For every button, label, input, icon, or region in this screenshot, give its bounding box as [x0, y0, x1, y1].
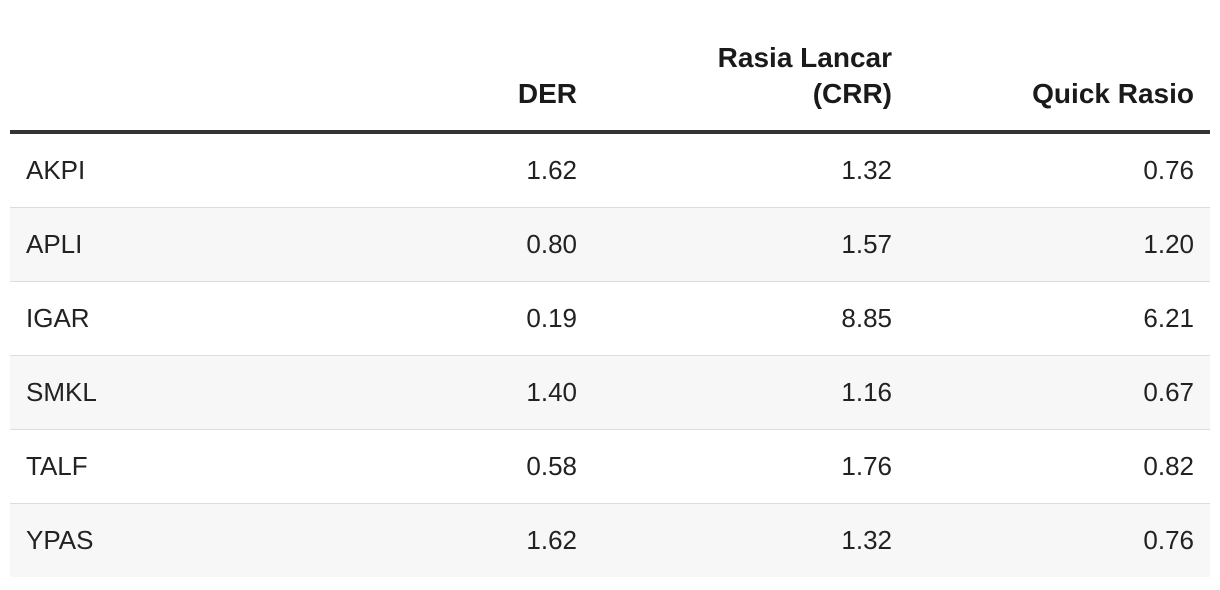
ratio-table: DER Rasia Lancar (CRR) Quick Rasio AKPI … [10, 40, 1210, 577]
ratio-table-container: DER Rasia Lancar (CRR) Quick Rasio AKPI … [10, 40, 1210, 577]
der-cell: 1.62 [340, 503, 593, 577]
table-row: SMKL 1.40 1.16 0.67 [10, 355, 1210, 430]
table-row: AKPI 1.62 1.32 0.76 [10, 132, 1210, 208]
der-cell: 0.80 [340, 207, 593, 282]
crr-cell: 1.57 [593, 207, 908, 282]
quick-cell: 0.67 [908, 355, 1210, 430]
table-row: APLI 0.80 1.57 1.20 [10, 207, 1210, 282]
der-cell: 1.40 [340, 355, 593, 430]
quick-cell: 0.76 [1143, 155, 1194, 185]
quick-cell: 0.76 [908, 503, 1210, 577]
der-cell: 0.19 [340, 281, 593, 356]
company-cell: YPAS [10, 503, 340, 577]
company-cell: TALF [10, 429, 340, 504]
table-header: DER Rasia Lancar (CRR) Quick Rasio [10, 40, 1210, 134]
company-cell: APLI [10, 207, 340, 282]
crr-cell: 1.32 [593, 503, 908, 577]
table-row: IGAR 0.19 8.85 6.21 [10, 281, 1210, 356]
header-row: DER Rasia Lancar (CRR) Quick Rasio [10, 40, 1210, 134]
quick-cell: 0.82 [908, 429, 1210, 504]
header-crr-line1: Rasia Lancar [717, 42, 892, 73]
table-body: AKPI 1.62 1.32 0.76 APLI 0.80 1.57 1.20 … [10, 132, 1210, 577]
company-cell: IGAR [10, 281, 340, 356]
crr-cell: 1.76 [593, 429, 908, 504]
quick-cell: 6.21 [908, 281, 1210, 356]
header-company [10, 40, 340, 134]
company-cell: AKPI [26, 155, 86, 185]
quick-cell: 1.20 [908, 207, 1210, 282]
crr-cell: 1.32 [841, 155, 892, 185]
header-quick: Quick Rasio [908, 40, 1210, 134]
crr-cell: 8.85 [593, 281, 908, 356]
crr-cell: 1.16 [593, 355, 908, 430]
der-cell: 0.58 [340, 429, 593, 504]
header-crr-line2: (CRR) [812, 78, 892, 109]
header-der: DER [340, 40, 593, 134]
header-crr: Rasia Lancar (CRR) [593, 40, 908, 134]
table-row: TALF 0.58 1.76 0.82 [10, 429, 1210, 504]
table-row: YPAS 1.62 1.32 0.76 [10, 503, 1210, 577]
der-cell: 1.62 [526, 155, 577, 185]
company-cell: SMKL [10, 355, 340, 430]
